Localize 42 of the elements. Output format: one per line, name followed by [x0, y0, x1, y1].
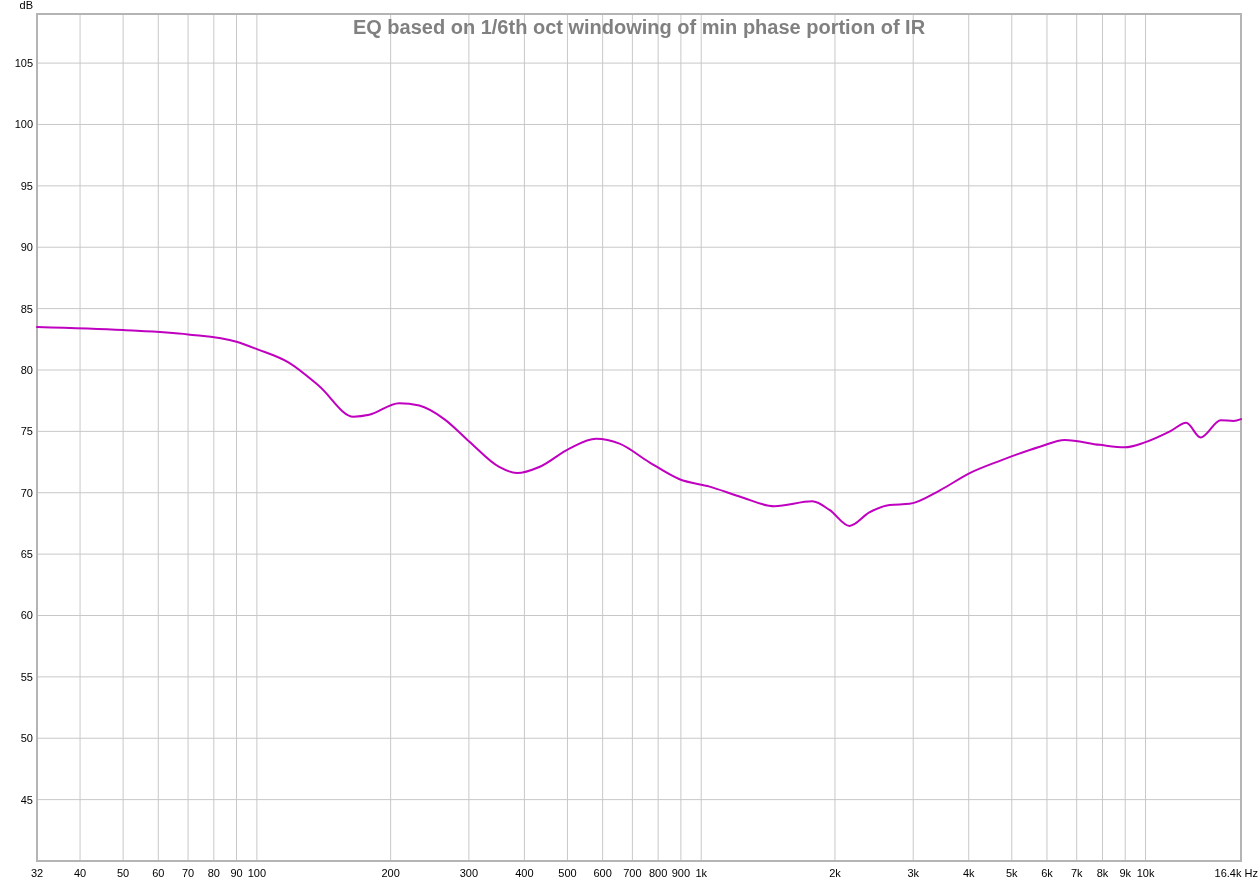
x-tick-label: 3k [907, 867, 920, 879]
y-tick-label: 100 [14, 118, 33, 131]
x-tick-label: 16.4k Hz [1214, 867, 1258, 879]
x-tick-label: 200 [381, 867, 400, 879]
y-tick-label: 90 [20, 241, 33, 254]
y-tick-label: 105 [14, 57, 33, 70]
x-tick-label: 500 [558, 867, 577, 879]
x-tick-label: 50 [117, 867, 130, 879]
y-tick-label: 80 [20, 363, 33, 376]
x-tick-label: 100 [247, 867, 267, 879]
x-tick-label: 400 [515, 867, 534, 879]
y-tick-label: 85 [20, 302, 33, 315]
x-tick-label: 80 [207, 867, 220, 879]
x-tick-label: 8k [1096, 867, 1109, 879]
y-tick-label: 65 [20, 548, 33, 561]
x-tick-label: 4k [962, 867, 976, 879]
x-tick-label: 700 [623, 867, 642, 879]
chart-title: EQ based on 1/6th oct windowing of min phase portion of IR [352, 16, 926, 38]
x-tick-label: 70 [181, 867, 195, 879]
x-tick-label: 600 [593, 867, 612, 879]
x-tick-label: 900 [671, 867, 691, 879]
y-tick-label: 95 [20, 179, 33, 192]
x-tick-label: 1k [695, 867, 708, 879]
y-tick-label: 45 [20, 793, 33, 806]
x-tick-label: 6k [1041, 867, 1054, 879]
y-tick-label: 60 [20, 609, 33, 622]
x-tick-label: 800 [648, 867, 668, 879]
x-tick-label: 9k [1119, 867, 1132, 879]
y-tick-label: 70 [20, 486, 33, 499]
x-tick-label: 32 [30, 867, 44, 879]
y-axis-title: dB [19, 0, 33, 11]
x-tick-label: 10k [1136, 867, 1155, 879]
x-tick-label: 7k [1070, 867, 1084, 879]
x-tick-label: 2k [829, 867, 842, 879]
y-tick-label: 75 [20, 425, 33, 438]
x-tick-label: 300 [459, 867, 479, 879]
x-tick-label: 60 [152, 867, 165, 879]
y-tick-label: 50 [20, 732, 33, 745]
x-tick-label: 5k [1005, 867, 1019, 879]
y-tick-label: 55 [20, 670, 33, 683]
x-tick-label: 90 [230, 867, 243, 879]
x-tick-label: 40 [73, 867, 87, 879]
